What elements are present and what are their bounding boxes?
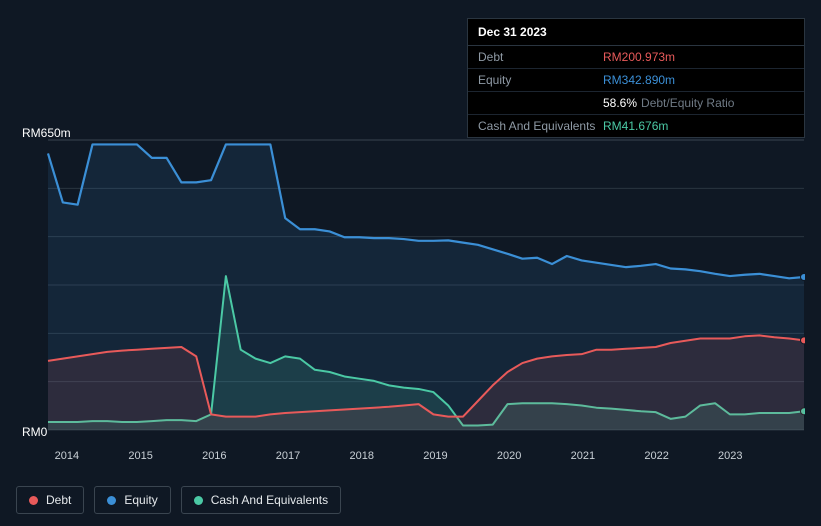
x-axis-tick-label: 2014 [55, 450, 79, 462]
x-axis-tick-label: 2017 [276, 450, 300, 462]
tooltip-row-label: Debt [478, 50, 603, 64]
tooltip-row: DebtRM200.973m [468, 46, 804, 69]
tooltip-row-label [478, 96, 603, 110]
x-axis-tick-label: 2023 [718, 450, 742, 462]
x-axis-tick-label: 2015 [128, 450, 152, 462]
legend-item-label: Cash And Equivalents [211, 493, 328, 507]
legend-item-equity[interactable]: Equity [94, 486, 170, 514]
tooltip-row-value: RM200.973m [603, 50, 675, 64]
x-axis-tick-label: 2020 [497, 450, 521, 462]
tooltip-row-value: RM342.890m [603, 73, 675, 87]
legend-item-label: Debt [46, 493, 71, 507]
legend-swatch-icon [29, 496, 38, 505]
legend-item-label: Equity [124, 493, 157, 507]
chart-legend: Debt Equity Cash And Equivalents [16, 486, 341, 514]
legend-item-debt[interactable]: Debt [16, 486, 84, 514]
tooltip-row: EquityRM342.890m [468, 69, 804, 92]
chart-tooltip: Dec 31 2023 DebtRM200.973mEquityRM342.89… [467, 18, 805, 138]
x-axis-tick-label: 2019 [423, 450, 447, 462]
x-axis-tick-label: 2021 [571, 450, 595, 462]
legend-swatch-icon [194, 496, 203, 505]
tooltip-row: Cash And EquivalentsRM41.676m [468, 115, 804, 137]
chart-area [16, 126, 805, 466]
tooltip-row-label: Equity [478, 73, 603, 87]
x-axis-tick-label: 2018 [349, 450, 373, 462]
x-axis-tick-label: 2016 [202, 450, 226, 462]
tooltip-date: Dec 31 2023 [468, 19, 804, 46]
tooltip-row-value: RM41.676m [603, 119, 668, 133]
x-axis-labels: 2014 2015 2016 2017 2018 2019 2020 2021 2022 2023 [48, 450, 804, 466]
tooltip-row: 58.6%Debt/Equity Ratio [468, 92, 804, 115]
tooltip-row-label: Cash And Equivalents [478, 119, 603, 133]
legend-item-cash-and-equivalents[interactable]: Cash And Equivalents [181, 486, 341, 514]
line-chart-svg [16, 126, 805, 446]
tooltip-row-value: 58.6%Debt/Equity Ratio [603, 96, 734, 110]
x-axis-tick-label: 2022 [644, 450, 668, 462]
legend-swatch-icon [107, 496, 116, 505]
